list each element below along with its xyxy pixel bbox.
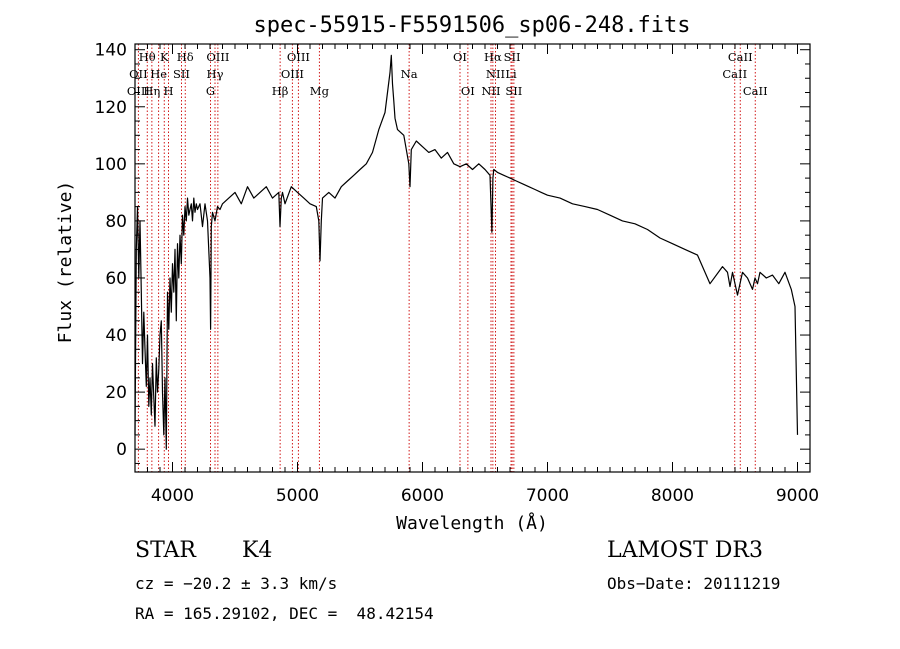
y-tick-label: 120 bbox=[95, 98, 127, 118]
spectral-line-label: Hβ bbox=[272, 84, 289, 98]
spectral-line-label: K bbox=[160, 50, 169, 64]
spectral-line-label: Hθ bbox=[139, 50, 156, 64]
y-tick-label: 20 bbox=[105, 383, 127, 403]
spectral-line-label: Li bbox=[505, 67, 517, 81]
spectral-line-label: Hδ bbox=[177, 50, 194, 64]
x-axis-label: Wavelength (Å) bbox=[396, 512, 548, 534]
spectrum-line bbox=[134, 54, 799, 450]
object-subclass: K4 bbox=[242, 538, 273, 563]
y-axis-label: Flux (relative) bbox=[55, 181, 76, 344]
spectral-line-label: SII bbox=[504, 50, 521, 64]
spectral-line-label: Na bbox=[401, 67, 418, 81]
spectral-line-label: H bbox=[163, 84, 173, 98]
spectral-line-label: CaII bbox=[743, 84, 768, 98]
y-tick-label: 80 bbox=[105, 212, 127, 232]
spectral-line-label: OII bbox=[129, 67, 148, 81]
x-tick-label: 7000 bbox=[526, 486, 569, 506]
x-axis: 4000 5000 6000 7000 8000 9000 bbox=[134, 44, 819, 506]
spectral-line-label: OIII bbox=[287, 50, 310, 64]
spectral-line-label: Hη bbox=[143, 84, 160, 98]
spectral-line-label: Mg bbox=[310, 84, 330, 98]
plot-frame bbox=[134, 43, 811, 473]
spectral-line-label: OI bbox=[461, 84, 475, 98]
spectral-line-label: OI bbox=[453, 50, 467, 64]
spectral-line-label: OIII bbox=[206, 50, 229, 64]
spectral-line-label: OIII bbox=[281, 67, 304, 81]
spectral-line-label: CaII bbox=[728, 50, 753, 64]
y-tick-label: 40 bbox=[105, 326, 127, 346]
x-tick-label: 9000 bbox=[776, 486, 819, 506]
spectral-line-label: CaII bbox=[722, 67, 747, 81]
spectral-line-label: SII bbox=[505, 84, 522, 98]
y-tick-label: 100 bbox=[95, 155, 127, 175]
coordinates: RA = 165.29102, DEC = 48.42154 bbox=[135, 604, 434, 623]
x-tick-label: 8000 bbox=[651, 486, 694, 506]
spectral-line-label: NII bbox=[481, 84, 500, 98]
spectral-line-label: SII bbox=[173, 67, 190, 81]
spectral-line-label: G bbox=[206, 84, 215, 98]
y-tick-label: 140 bbox=[95, 41, 127, 61]
x-tick-label: 4000 bbox=[151, 486, 194, 506]
y-axis: 0 20 40 60 80 100 120 140 bbox=[95, 41, 810, 464]
spectral-line-label: Hγ bbox=[207, 67, 224, 81]
redshift-readout: cz = −20.2 ± 3.3 km/s bbox=[135, 574, 338, 593]
chart-title: spec-55915-F5591506_sp06-248.fits bbox=[253, 13, 690, 38]
y-tick-label: 0 bbox=[116, 440, 127, 460]
survey-name: LAMOST DR3 bbox=[607, 538, 763, 563]
spectral-line-label: He bbox=[150, 67, 167, 81]
x-tick-label: 5000 bbox=[276, 486, 319, 506]
spectral-line-label: Hα bbox=[484, 50, 502, 64]
object-class: STAR bbox=[135, 538, 196, 563]
x-tick-label: 6000 bbox=[401, 486, 444, 506]
spectral-line-label: NII bbox=[486, 67, 505, 81]
spectral-line-label: OIII bbox=[127, 84, 150, 98]
spectral-line-markers bbox=[137, 44, 756, 472]
obs-date: Obs−Date: 20111219 bbox=[607, 574, 781, 593]
y-tick-label: 60 bbox=[105, 269, 127, 289]
